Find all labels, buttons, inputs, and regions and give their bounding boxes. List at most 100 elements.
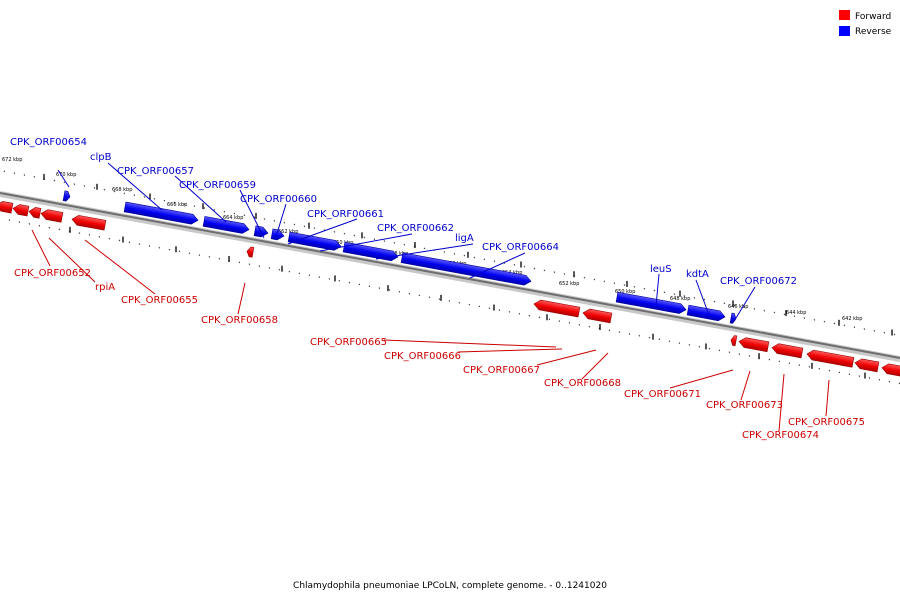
gene-label-cpk-orf00672: CPK_ORF00672 xyxy=(720,276,797,319)
leader-line xyxy=(31,229,51,267)
leader-line xyxy=(457,348,563,353)
scale-minor-tick xyxy=(273,219,276,222)
scale-minor-tick xyxy=(888,380,891,383)
scale-minor-tick xyxy=(848,373,851,376)
gene-label-kdta: kdtA xyxy=(686,269,710,316)
scale-tick-label: 660 kbp xyxy=(333,240,353,246)
leader-line xyxy=(239,189,265,239)
scale-minor-tick xyxy=(208,256,211,258)
scale-tick-label: 658 kbp xyxy=(388,251,408,257)
gene-label-text: CPK_ORF00659 xyxy=(179,180,256,191)
scale-minor-tick xyxy=(713,300,716,303)
gene-label-text: rpiA xyxy=(95,282,115,293)
scale-ruler-lower xyxy=(8,219,900,385)
legend-swatch-reverse xyxy=(839,26,850,36)
gene-arrow xyxy=(582,308,613,324)
legend: Forward Reverse xyxy=(839,10,892,37)
scale-minor-tick xyxy=(688,344,691,346)
gene-cpk-orf00672 xyxy=(729,312,737,324)
scale-minor-tick xyxy=(763,309,766,312)
leader-line xyxy=(375,243,474,260)
scale-minor-tick xyxy=(108,237,111,240)
scale-minor-tick xyxy=(463,254,466,257)
scale-tick-label: 666 kbp xyxy=(167,202,187,208)
gene-label-text: CPK_ORF00660 xyxy=(240,194,317,205)
leader-line xyxy=(107,162,163,211)
leader-line xyxy=(174,175,227,223)
scale-minor-tick xyxy=(588,325,591,328)
gene-label-text: CPK_ORF00655 xyxy=(121,295,198,306)
scale-minor-tick xyxy=(13,172,16,175)
gene-cpk-orf00674 xyxy=(771,343,804,359)
scale-minor-tick xyxy=(818,367,821,370)
scale-minor-tick xyxy=(723,302,726,305)
gene-arrow xyxy=(202,216,250,234)
gene-label-text: CPK_ORF00652 xyxy=(14,268,91,279)
scale-minor-tick xyxy=(653,289,656,292)
scale-minor-tick xyxy=(148,245,151,247)
scale-minor-tick xyxy=(568,322,571,324)
scale-minor-tick xyxy=(513,263,516,266)
gene-cpk-orf00675b xyxy=(854,358,880,373)
scale-minor-tick xyxy=(58,228,61,231)
scale-minor-tick xyxy=(498,309,501,311)
gene-label-text: kdtA xyxy=(686,269,709,280)
scale-minor-tick xyxy=(98,235,101,238)
scale-minor-tick xyxy=(393,241,396,244)
gene-arrow xyxy=(12,204,30,217)
leader-line xyxy=(48,237,96,283)
leader-line xyxy=(778,373,785,432)
scale-minor-tick xyxy=(823,320,826,323)
scale-minor-tick xyxy=(768,358,771,361)
scale-minor-tick xyxy=(803,317,806,319)
scale-minor-tick xyxy=(138,243,141,245)
leader-line xyxy=(287,218,358,245)
scale-minor-tick xyxy=(233,212,236,215)
gene-label-text: CPK_ORF00665 xyxy=(310,337,387,348)
scale-minor-tick xyxy=(603,280,606,283)
scale-minor-tick xyxy=(618,331,621,333)
scale-minor-tick xyxy=(48,226,51,229)
gene-label-cpk-orf00655: CPK_ORF00655 xyxy=(84,239,198,306)
scale-minor-tick xyxy=(168,248,171,251)
scale-minor-tick xyxy=(628,333,631,335)
scale-tick-label: 650 kbp xyxy=(615,289,635,295)
scale-minor-tick xyxy=(518,312,521,315)
scale-tick-label: 670 kbp xyxy=(56,172,76,178)
gene-label-text: CPK_ORF00674 xyxy=(742,430,819,441)
scale-minor-tick xyxy=(633,285,636,288)
scale-tick-label: 646 kbp xyxy=(728,304,748,310)
gene-label-text: CPK_ORF00664 xyxy=(482,242,559,253)
scale-minor-tick xyxy=(343,232,346,235)
gene-label-text: leuS xyxy=(650,264,672,275)
gene-cpk-orf00658 xyxy=(246,246,255,258)
scale-minor-tick xyxy=(293,223,296,226)
scale-minor-tick xyxy=(188,252,191,255)
gene-label-text: CPK_ORF00675 xyxy=(788,417,865,428)
scale-minor-tick xyxy=(593,278,596,281)
scale-minor-tick xyxy=(388,289,391,291)
gene-label-cpk-orf00668: CPK_ORF00668 xyxy=(544,352,621,389)
scale-minor-tick xyxy=(423,247,426,250)
scale-minor-tick xyxy=(128,241,131,244)
gene-arrow xyxy=(40,209,64,223)
gene-arrow xyxy=(615,291,687,314)
gene-cpk-orf00655 xyxy=(71,215,107,231)
scale-minor-tick xyxy=(833,322,836,325)
scale-minor-tick xyxy=(798,364,801,366)
scale-minor-tick xyxy=(133,194,136,197)
scale-minor-tick xyxy=(648,336,651,339)
scale-minor-tick xyxy=(408,292,411,295)
scale-minor-tick xyxy=(813,318,816,321)
gene-cpk-orf00673 xyxy=(738,337,770,353)
scale-minor-tick xyxy=(478,305,481,308)
leader-line xyxy=(274,203,287,241)
scale-minor-tick xyxy=(508,311,511,313)
scale-minor-tick xyxy=(63,181,66,184)
scale-minor-tick xyxy=(38,224,41,227)
gene-arrow xyxy=(342,241,399,262)
gene-kdta xyxy=(686,304,726,322)
scale-minor-tick xyxy=(218,257,221,260)
scale-minor-tick xyxy=(333,230,336,233)
